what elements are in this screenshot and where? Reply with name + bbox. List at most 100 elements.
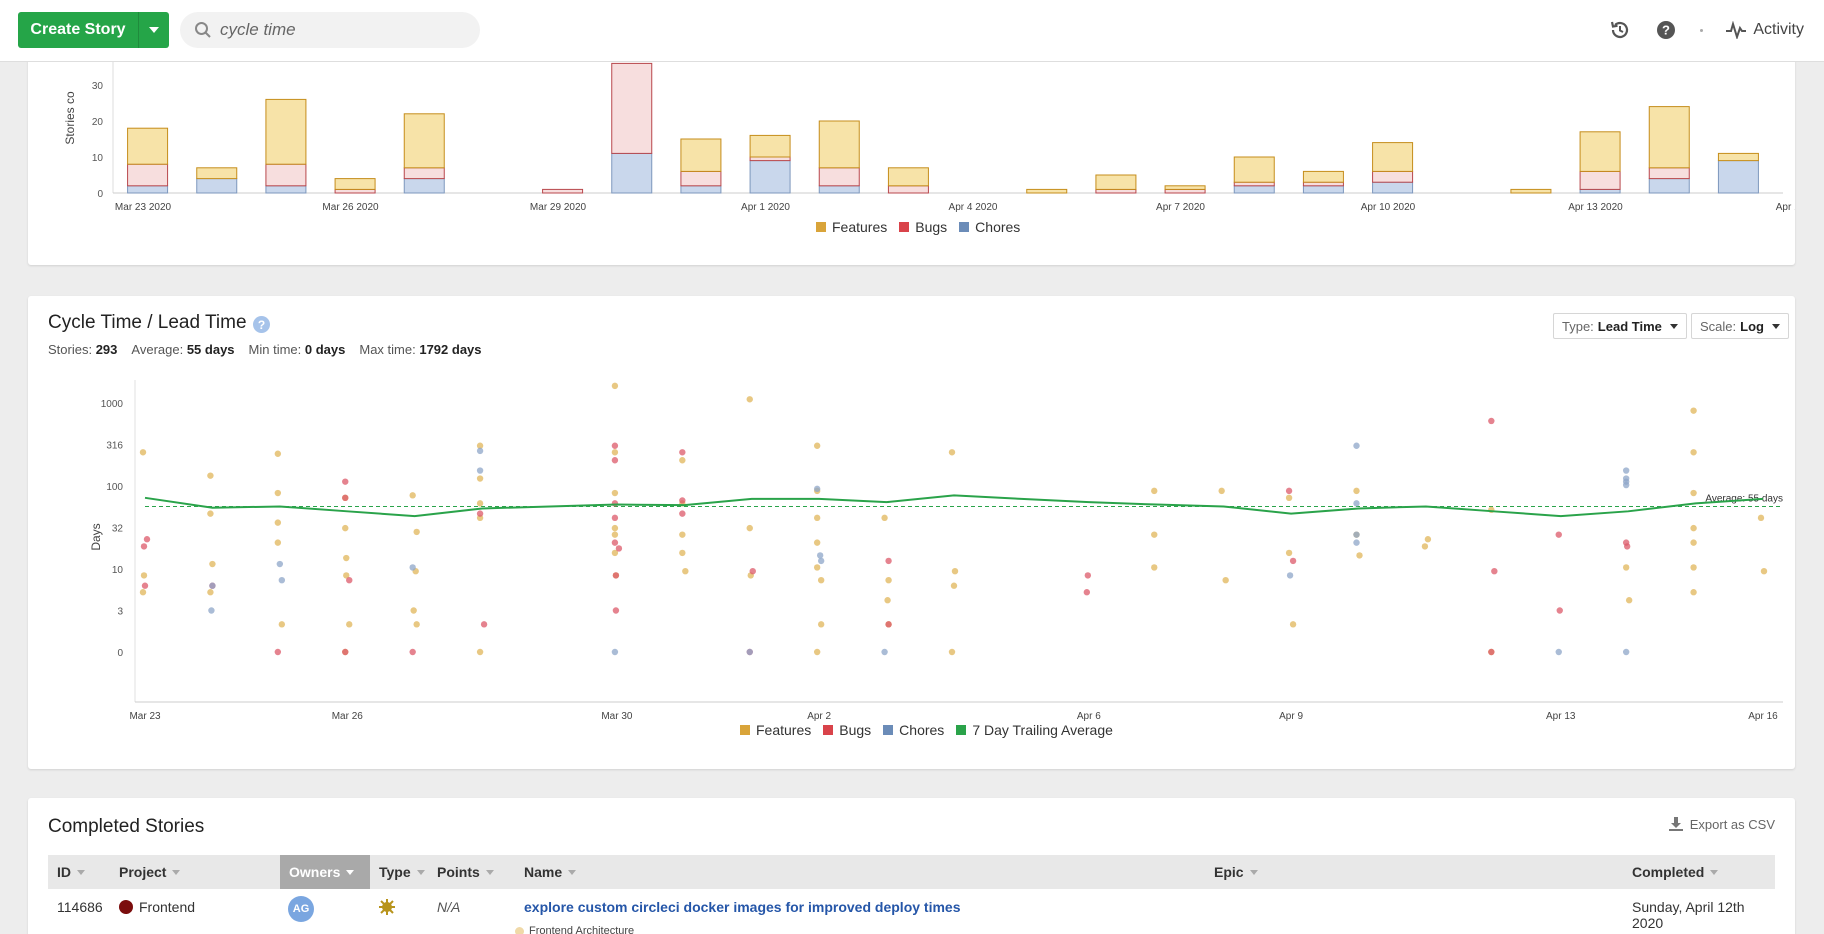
bar-segment-bugs — [542, 188, 584, 194]
avatar[interactable]: AG — [288, 896, 314, 922]
average-label: Average: 55 days — [1705, 493, 1783, 504]
completed-stories-title: Completed Stories — [48, 816, 205, 837]
table-row[interactable]: 114686 Frontend AG N/A explore custom ci… — [48, 889, 1775, 934]
bar-segment-bugs — [1095, 188, 1137, 194]
point-chores — [1622, 648, 1630, 656]
point-chores — [1555, 648, 1562, 656]
row-epic-label[interactable]: Frontend Architecture — [515, 925, 634, 934]
point-features — [679, 531, 686, 538]
sort-icon — [568, 869, 577, 875]
trailing-average-swatch — [956, 725, 967, 735]
cycle-time-title: Cycle Time / Lead Time — [48, 312, 247, 333]
point-bugs — [346, 576, 353, 584]
sort-icon — [416, 869, 425, 875]
point-bugs — [274, 648, 282, 656]
bar-segment-chores — [818, 185, 860, 194]
sort-icon — [77, 869, 85, 875]
point-features — [139, 589, 147, 596]
column-type[interactable]: Type — [370, 855, 428, 889]
bar-segment-features — [1026, 188, 1068, 194]
point-bugs — [143, 536, 151, 543]
point-features — [1356, 552, 1363, 559]
scatter-y-tick-label: 3 — [117, 607, 123, 618]
point-bugs — [612, 572, 620, 579]
create-story-button[interactable]: Create Story — [30, 21, 126, 38]
point-features — [476, 648, 484, 656]
point-bugs — [409, 648, 416, 656]
point-features — [885, 576, 892, 584]
cycle-time-panel: Cycle Time / Lead Time ? Stories: 293 Av… — [28, 296, 1795, 769]
type-dropdown[interactable]: Type: Lead Time — [1553, 313, 1687, 339]
point-features — [274, 489, 282, 497]
legend-bugs: Bugs — [899, 219, 947, 235]
bar-segment-bugs — [265, 163, 307, 187]
point-features — [813, 514, 821, 522]
row-points: N/A — [437, 899, 461, 915]
point-bugs — [1556, 607, 1563, 614]
point-features — [278, 621, 286, 628]
point-bugs — [140, 543, 148, 550]
toolbar-separator — [1700, 28, 1704, 32]
stat-min-time: Min time: 0 days — [248, 342, 346, 357]
point-features — [682, 567, 689, 575]
point-features — [1760, 567, 1768, 575]
point-features — [1353, 487, 1360, 495]
point-bugs — [1555, 531, 1562, 538]
bar-y-tick-label: 10 — [92, 153, 104, 164]
activity-button[interactable]: Activity — [1725, 21, 1804, 39]
chevron-down-icon — [1669, 323, 1678, 329]
bar-y-tick-label: 30 — [92, 81, 104, 92]
point-features — [948, 449, 956, 456]
legend-chores: Chores — [883, 722, 944, 738]
point-features — [274, 450, 282, 457]
scale-dropdown[interactable]: Scale: Log — [1691, 313, 1789, 339]
point-features — [413, 621, 420, 628]
type-dropdown-value: Lead Time — [1597, 318, 1662, 334]
story-name-link[interactable]: explore custom circleci docker images fo… — [524, 899, 961, 915]
point-bugs — [141, 582, 149, 589]
point-features — [1690, 589, 1697, 596]
point-features — [611, 524, 619, 532]
point-features — [1285, 494, 1293, 502]
sort-icon — [1710, 869, 1719, 875]
scatter-x-tick-label: Apr 2 — [807, 711, 831, 722]
completed-stories-panel: Completed Stories Export as CSV ID Proje… — [28, 798, 1795, 934]
point-bugs — [749, 567, 756, 575]
download-icon — [1668, 817, 1683, 831]
point-chores — [1353, 500, 1360, 507]
features-swatch — [816, 222, 826, 232]
column-completed[interactable]: Completed — [1623, 855, 1775, 889]
row-id: 114686 — [57, 899, 103, 915]
point-features — [1151, 564, 1158, 571]
bar-segment-features — [680, 138, 722, 172]
point-features — [140, 572, 148, 579]
point-features — [410, 607, 417, 614]
project-color-dot — [119, 900, 133, 914]
bar-segment-features — [1579, 131, 1621, 172]
column-epic[interactable]: Epic — [1205, 855, 1623, 889]
scatter-x-tick-label: Mar 26 — [332, 711, 364, 722]
bar-segment-bugs — [818, 167, 860, 187]
point-features — [207, 472, 214, 479]
point-features — [1690, 564, 1697, 571]
column-project[interactable]: Project — [110, 855, 282, 889]
point-features — [746, 396, 753, 403]
create-story-dropdown-toggle[interactable] — [138, 12, 169, 48]
sort-icon — [1249, 869, 1258, 875]
row-project: Frontend — [119, 899, 195, 915]
cycle-time-help-icon[interactable]: ? — [253, 316, 270, 333]
column-id[interactable]: ID — [48, 855, 110, 889]
column-points[interactable]: Points — [428, 855, 515, 889]
scatter-y-tick-label: 0 — [117, 648, 123, 659]
legend-chores-label: Chores — [899, 722, 945, 738]
point-chores — [1353, 442, 1360, 449]
point-bugs — [885, 557, 892, 565]
search-input[interactable] — [220, 20, 470, 40]
export-csv-button[interactable]: Export as CSV — [1668, 816, 1775, 832]
column-owners[interactable]: Owners — [280, 855, 370, 889]
column-name[interactable]: Name — [515, 855, 1205, 889]
bar-segment-chores — [749, 160, 791, 194]
row-type — [379, 899, 395, 915]
help-icon[interactable]: ? — [1654, 18, 1678, 42]
history-icon[interactable] — [1608, 18, 1632, 42]
